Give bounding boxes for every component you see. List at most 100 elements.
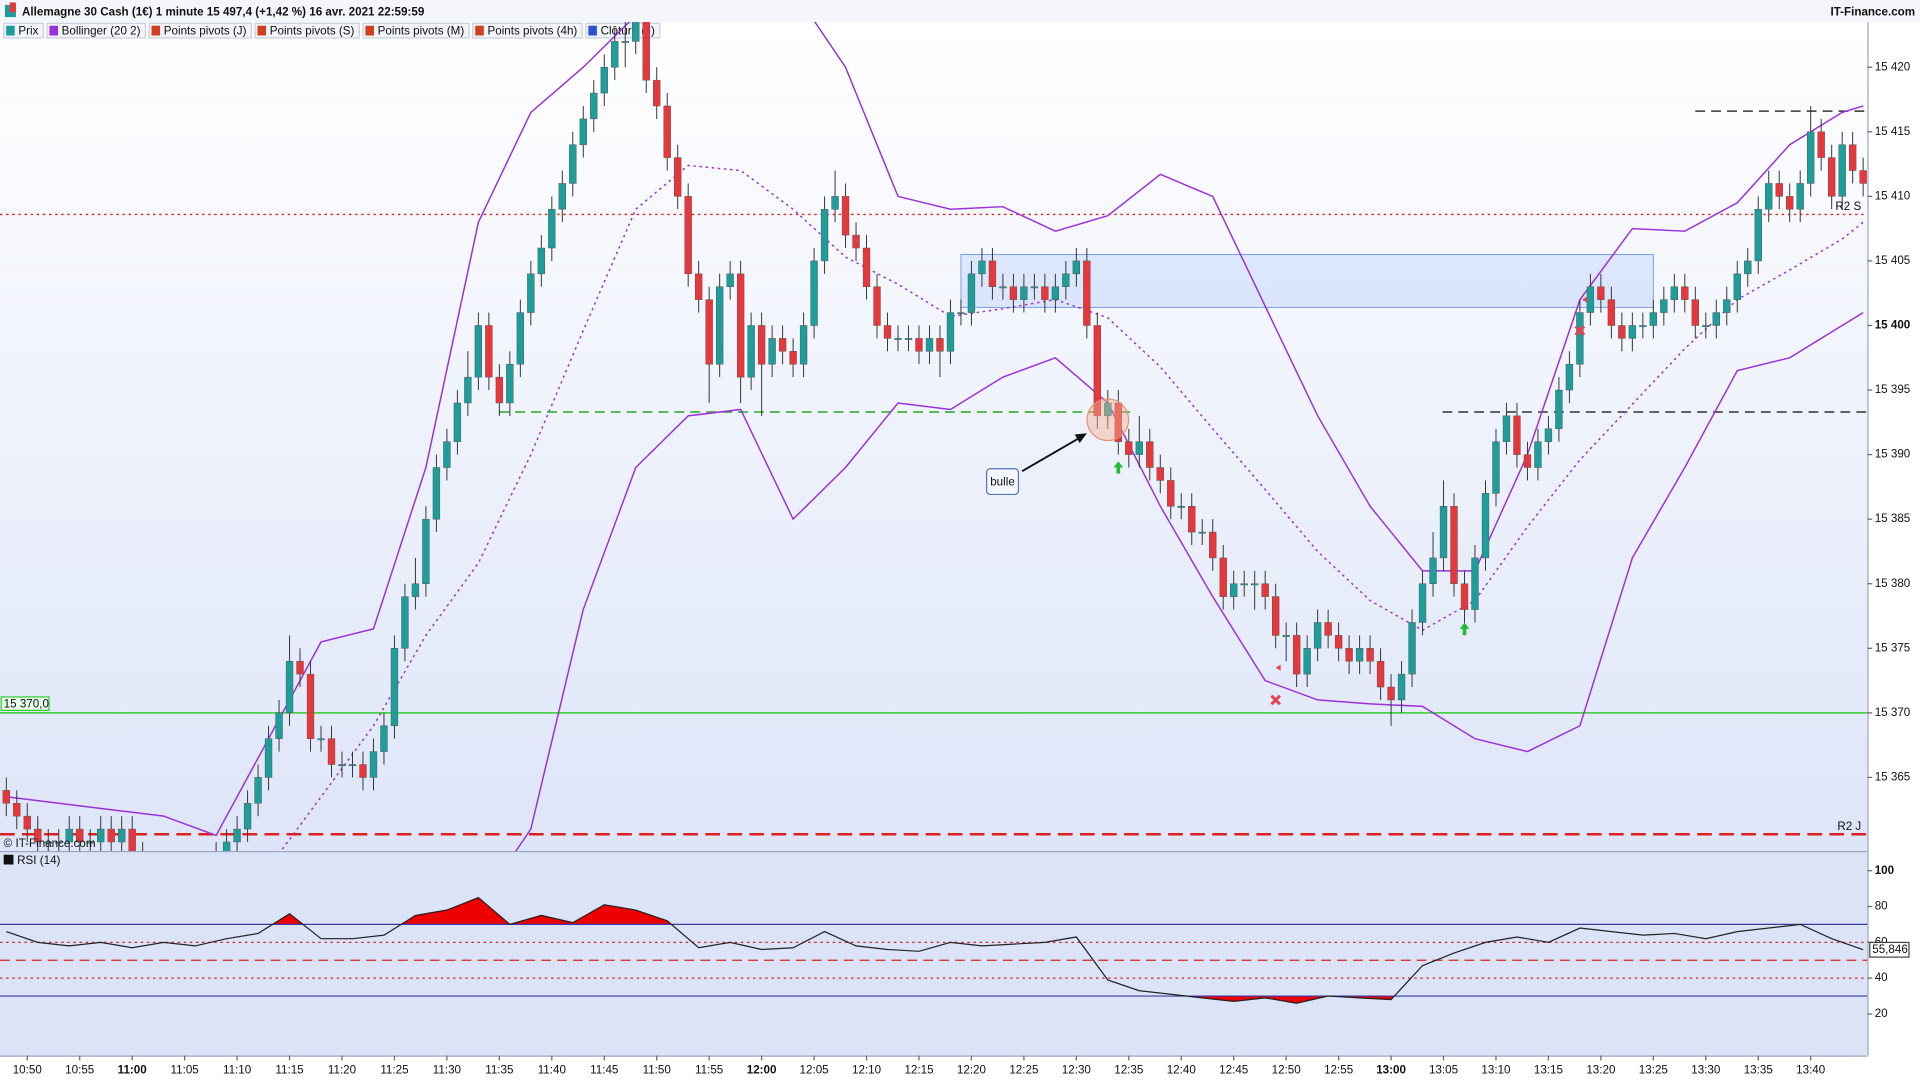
candle-body (474, 325, 483, 378)
y-tick-label: 15 385 (1875, 512, 1911, 525)
candle-body (1408, 622, 1416, 675)
candle-body (999, 286, 1007, 289)
candle-body (1355, 648, 1364, 662)
candle-body (1261, 583, 1269, 597)
x-tick-label: 12:50 (1272, 1063, 1302, 1076)
candle-body (422, 518, 430, 584)
annotation-arrowhead (1074, 433, 1088, 444)
legend-label[interactable]: Points pivots (S) (270, 24, 355, 37)
legend-item[interactable] (254, 22, 360, 39)
candle-body (1083, 260, 1091, 326)
legend-label[interactable]: Points pivots (J) (164, 24, 247, 37)
y-tick-label: 15 410 (1875, 189, 1911, 202)
candle-body (1628, 325, 1637, 339)
rsi-extreme-fill (1186, 996, 1395, 1004)
candle-body (642, 22, 650, 81)
x-tick-label: 12:10 (852, 1063, 882, 1076)
candle-body (1523, 454, 1532, 468)
candle-body (978, 260, 986, 275)
y-tick-label: 15 420 (1875, 60, 1911, 73)
candle-body (1376, 660, 1385, 688)
candle-body (76, 828, 84, 843)
candle-body (1167, 480, 1175, 507)
x-tick-label: 12:30 (1062, 1063, 1092, 1076)
y-tick-label: 15 390 (1875, 448, 1911, 461)
candle-body (1586, 286, 1595, 313)
legend-item[interactable] (46, 22, 147, 39)
candle-body (1429, 557, 1437, 584)
legend-item[interactable] (148, 22, 252, 39)
candle-body (1460, 583, 1469, 610)
candle-body (590, 92, 598, 120)
candle-body (1156, 467, 1164, 481)
candle-body (548, 209, 556, 249)
x-tick-label: 10:55 (65, 1063, 94, 1076)
candle-body (1418, 583, 1427, 623)
candle-body (1712, 312, 1720, 326)
candle-body (464, 376, 472, 404)
level-label: R2 J (1837, 820, 1861, 833)
rsi-panel (0, 852, 1868, 1056)
candle-body (841, 196, 850, 236)
legend-label[interactable]: Clôture (J) (601, 24, 655, 37)
y-tick-label: 20 (1875, 1007, 1888, 1020)
legend-label[interactable]: Points pivots (M) (378, 24, 465, 37)
y-tick-label: 15 400 (1875, 319, 1911, 332)
x-tick-label: 11:25 (380, 1063, 408, 1076)
legend-item[interactable] (585, 22, 661, 39)
rsi-line (6, 896, 1864, 1004)
candle-body (1030, 286, 1039, 289)
candle-body (1534, 441, 1542, 468)
candle-body (1251, 583, 1259, 586)
candle-body (275, 712, 283, 739)
legend-label[interactable]: Prix (18, 24, 38, 37)
x-tick-label: 11:10 (223, 1063, 252, 1076)
legend-label[interactable]: Bollinger (20 2) (62, 24, 141, 37)
annotation-arrow (1021, 434, 1084, 473)
x-tick-label: 11:40 (538, 1063, 567, 1076)
candle-body (873, 286, 881, 326)
candle-body (1723, 299, 1731, 313)
candle-body (831, 196, 839, 210)
candle-body (715, 286, 724, 365)
x-tick-label: 11:00 (118, 1063, 147, 1076)
x-tick-label: 11:35 (485, 1063, 513, 1076)
candle-body (778, 338, 787, 352)
candle-body (1481, 493, 1490, 559)
signal-marker (1582, 296, 1587, 303)
legend-swatch (257, 25, 267, 36)
candle-body (1828, 157, 1836, 197)
candle-body (883, 325, 892, 339)
bubble-highlight (1086, 398, 1130, 442)
candle-body (1093, 325, 1102, 417)
legend-item[interactable] (472, 22, 583, 39)
candle-body (810, 260, 818, 326)
x-tick-label: 12:25 (1009, 1063, 1038, 1076)
legend-label[interactable]: Points pivots (4h) (487, 24, 577, 37)
candle-body (988, 260, 997, 287)
y-tick-label: 80 (1875, 900, 1888, 913)
legend-item[interactable] (362, 22, 470, 39)
legend-swatch (475, 25, 484, 36)
candle-body (1366, 648, 1374, 662)
x-tick-label: 13:20 (1586, 1063, 1616, 1076)
price-plot: bulle (0, 22, 1868, 852)
x-tick-label: 12:40 (1167, 1063, 1197, 1076)
x-tick-label: 12:55 (1324, 1063, 1353, 1076)
candle-body (1230, 583, 1238, 597)
candle-body (1597, 286, 1605, 300)
legend-swatch (49, 25, 58, 36)
candle-body (684, 196, 692, 275)
chart-title: Allemagne 30 Cash (1€) 1 minute 15 497,4… (22, 5, 425, 18)
x-tick-label: 12:20 (957, 1063, 987, 1076)
candle-body (506, 363, 514, 404)
x-tick-label: 11:45 (590, 1063, 618, 1076)
candle-body (1492, 441, 1500, 494)
candle-body (1618, 325, 1626, 339)
candle-body (852, 234, 860, 249)
candle-body (915, 338, 923, 352)
candle-body (1765, 183, 1773, 210)
candle-body (1334, 635, 1343, 649)
candle-body (1219, 557, 1227, 597)
